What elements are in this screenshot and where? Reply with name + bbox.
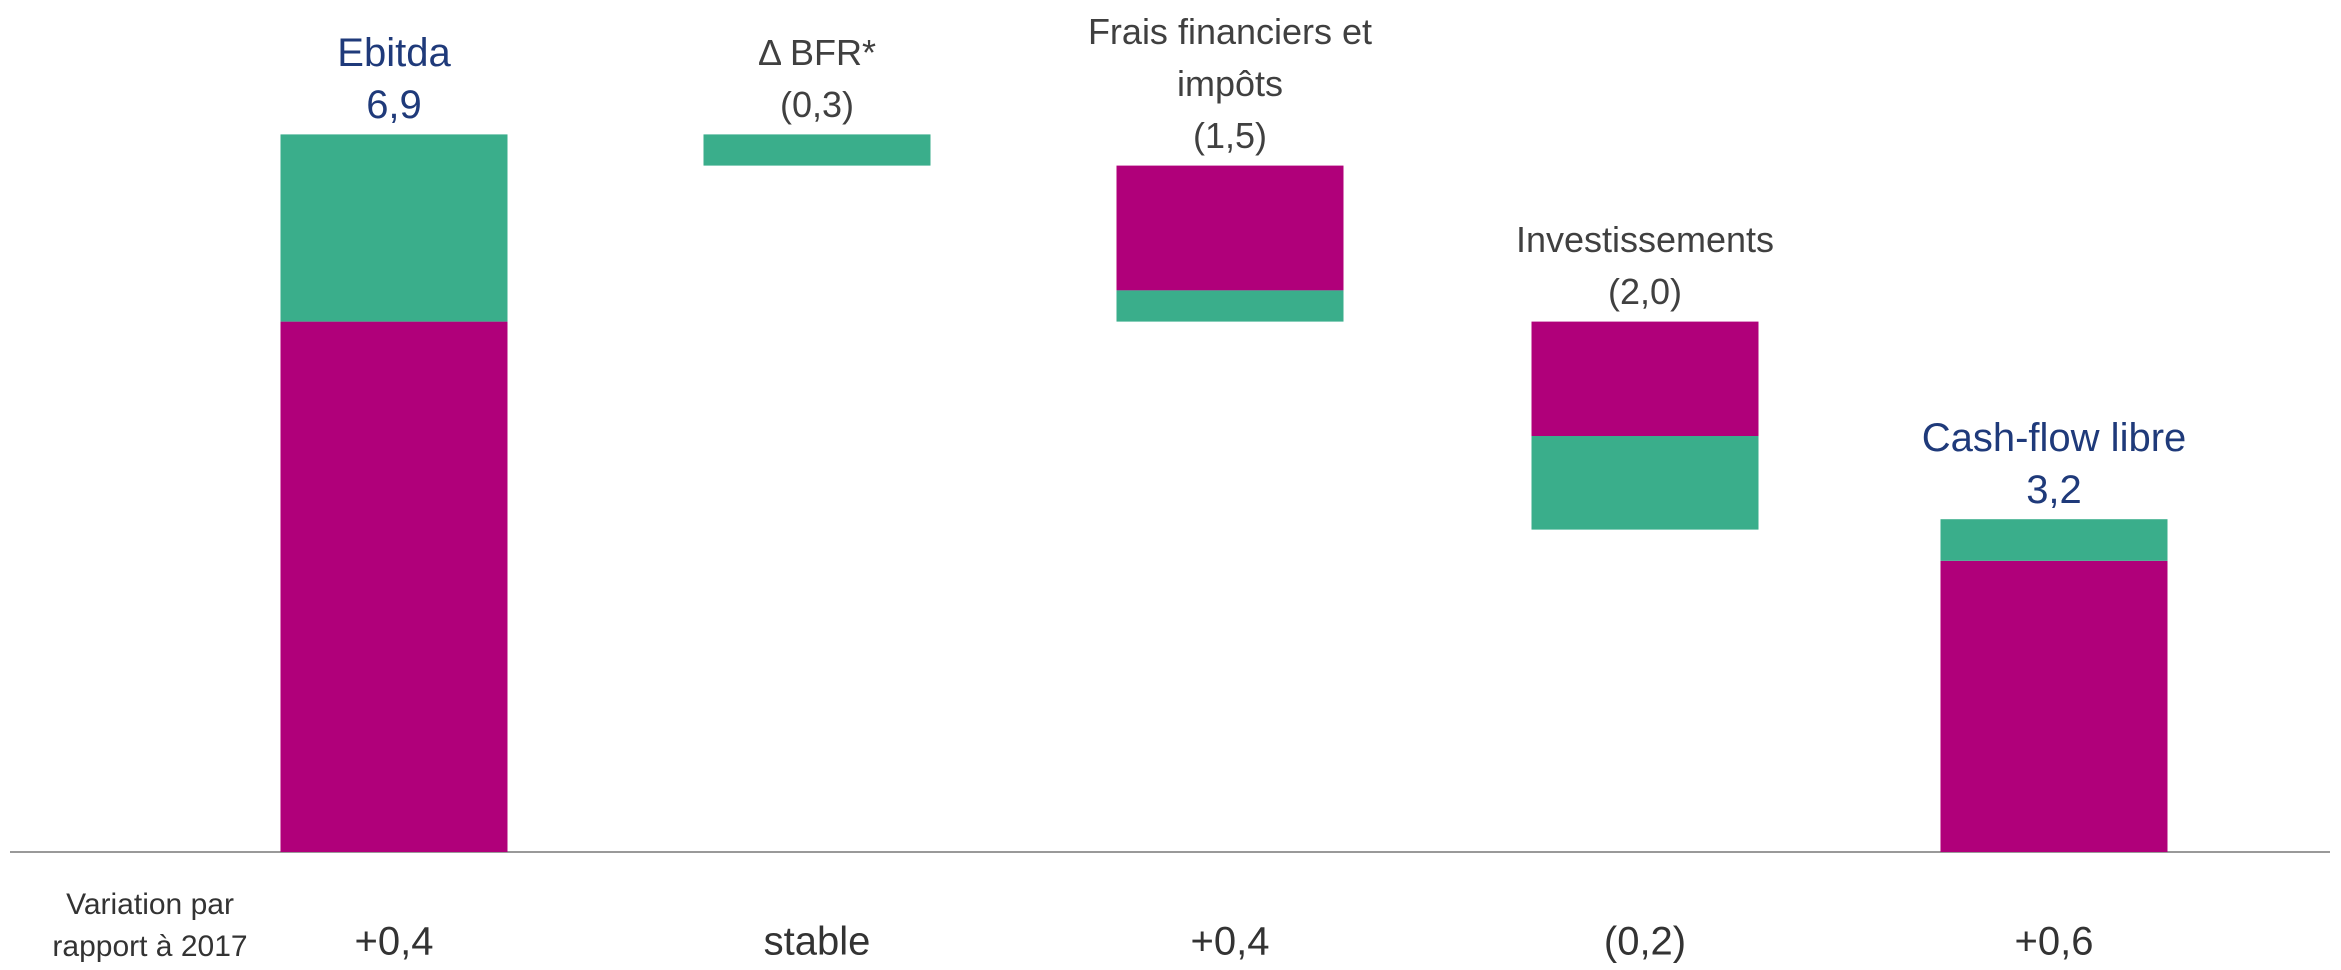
value-label: (2,0) (1608, 271, 1682, 312)
category-label: Ebitda (337, 31, 451, 75)
variation-value: +0,4 (1191, 920, 1270, 964)
bar-segment (703, 134, 931, 166)
bar-segment (1940, 560, 2168, 852)
variation-value: (0,2) (1604, 920, 1686, 964)
bar-segment (1116, 165, 1344, 291)
variation-value: +0,6 (2015, 920, 2094, 964)
bar-segment (1940, 519, 2168, 561)
category-label: Δ BFR* (758, 32, 876, 73)
variation-label: rapport à 2017 (52, 930, 247, 963)
bar-segment (1531, 321, 1759, 436)
category-label: impôts (1177, 63, 1283, 104)
value-label: (1,5) (1193, 115, 1267, 156)
category-label: Cash-flow libre (1922, 416, 2187, 460)
value-label: 3,2 (2026, 468, 2082, 512)
category-label: Frais financiers et (1088, 11, 1372, 52)
variation-label: Variation par (66, 888, 234, 921)
category-label: Investissements (1516, 219, 1774, 260)
variation-value: stable (764, 920, 871, 964)
bar-segment (1531, 436, 1759, 530)
bar-segment (280, 321, 508, 853)
bar-segment (1116, 290, 1344, 322)
value-label: (0,3) (780, 84, 854, 125)
bar-segment (280, 134, 508, 322)
variation-value: +0,4 (355, 920, 434, 964)
value-label: 6,9 (366, 83, 422, 127)
